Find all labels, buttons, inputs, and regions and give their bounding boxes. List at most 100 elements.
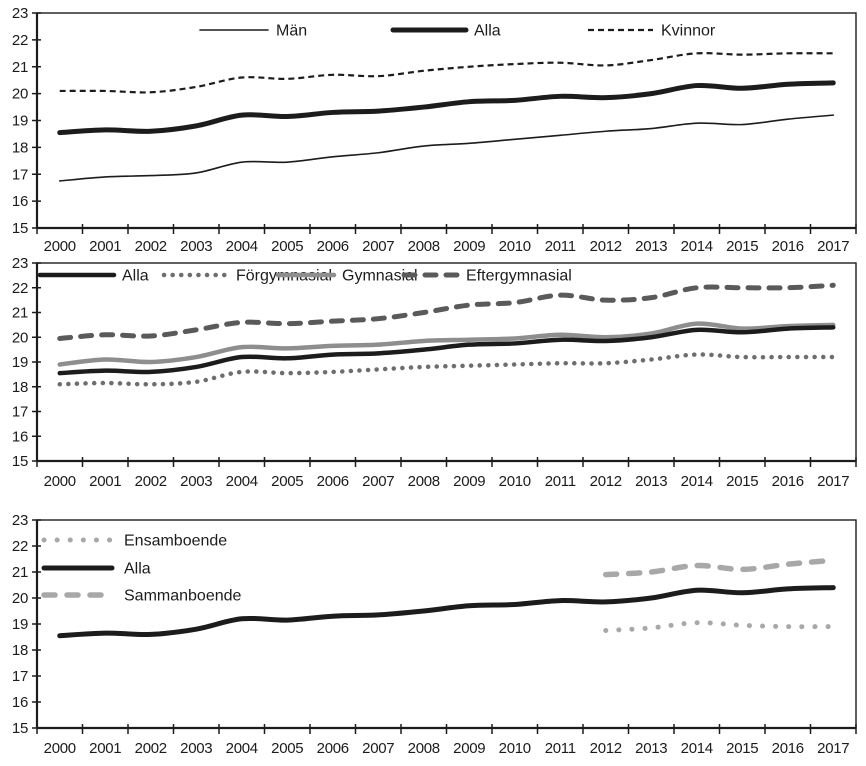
x-tick-label: 2013: [635, 238, 667, 255]
x-tick-label: 2014: [681, 238, 713, 255]
y-tick-label: 15: [12, 453, 28, 470]
x-tick-label: 2011: [545, 740, 576, 757]
x-tick-label: 2004: [226, 740, 258, 757]
x-tick-label: 2012: [590, 740, 622, 757]
x-tick-label: 2006: [317, 238, 349, 255]
y-tick-label: 18: [12, 379, 28, 396]
chart-by-sex-svg: 15 16 17 18 19 20 21 22 23 2000 2001 2002 2003 2004 20…: [12, 5, 857, 255]
x-tick-label: 2003: [180, 740, 212, 757]
x-tick-label: 2016: [772, 740, 804, 757]
legend-label-män: Män: [276, 23, 307, 40]
x-tick-label: 2011: [545, 473, 576, 490]
x-tick-label: 2006: [317, 740, 349, 757]
x-tick-label: 2005: [271, 740, 303, 757]
x-tick-label: 2000: [44, 238, 76, 255]
x-tick-label: 2010: [499, 238, 531, 255]
y-tick-label: 23: [12, 512, 28, 529]
legend-label-alla: Alla: [122, 268, 149, 285]
x-tick-label: 2015: [726, 473, 758, 490]
legend-label-alla: Alla: [124, 561, 151, 578]
legend-label-ensamboende: Ensamboende: [124, 533, 227, 550]
y-tick-label: 17: [12, 404, 28, 421]
x-tick-label: 2004: [226, 238, 258, 255]
plot-border: [36, 519, 857, 729]
y-tick-label: 21: [12, 305, 28, 322]
legend-label-sammanboende: Sammanboende: [124, 588, 242, 605]
x-tick-label: 2014: [681, 740, 713, 757]
x-tick-label: 2007: [362, 238, 394, 255]
y-tick-label: 22: [12, 32, 28, 49]
y-tick-label: 22: [12, 538, 28, 555]
x-tick-label: 2017: [817, 238, 849, 255]
x-tick-label: 2013: [635, 740, 667, 757]
x-tick-label: 2001: [89, 238, 121, 255]
chart-by-household-svg: 15 16 17 18 19 20 21 22 23 2000 2001 2002 2003 2004 20…: [12, 512, 857, 757]
x-tick-label: 2009: [453, 740, 485, 757]
x-tick-label: 2014: [681, 473, 713, 490]
y-tick-label: 16: [12, 694, 28, 711]
x-tick-label: 2002: [135, 740, 167, 757]
x-tick-label: 2016: [772, 238, 804, 255]
y-tick-label: 21: [12, 59, 28, 76]
x-tick-label: 2012: [590, 238, 622, 255]
x-tick-label: 2016: [772, 473, 804, 490]
chart-by-education: 15 16 17 18 19 20 21 22 23 2000 2001 2002 2003 2004 20…: [0, 256, 866, 506]
x-tick-label: 2006: [317, 473, 349, 490]
y-tick-label: 15: [12, 220, 28, 237]
y-tick-label: 23: [12, 5, 28, 22]
series-line-förgymnasial: [57, 352, 836, 387]
x-tick-label: 2003: [180, 473, 212, 490]
y-tick-label: 20: [12, 590, 28, 607]
series-line-kvinnor: [59, 52, 834, 94]
chart-by-sex: 15 16 17 18 19 20 21 22 23 2000 2001 2002 2003 2004 20…: [0, 0, 866, 256]
x-tick-label: 2003: [180, 238, 212, 255]
x-tick-label: 2000: [44, 473, 76, 490]
y-tick-label: 19: [12, 113, 28, 130]
x-tick-label: 2013: [635, 473, 667, 490]
series-line-sammanboende: [603, 557, 836, 578]
y-tick-label: 15: [12, 720, 28, 737]
series-line-alla: [57, 80, 836, 136]
y-tick-label: 22: [12, 280, 28, 297]
y-tick-label: 17: [12, 166, 28, 183]
y-tick-label: 23: [12, 256, 28, 272]
legend-label-kvinnor: Kvinnor: [661, 23, 716, 40]
chart-by-household: 15 16 17 18 19 20 21 22 23 2000 2001 2002 2003 2004 20…: [0, 506, 866, 766]
series-line-ensamboende: [603, 620, 836, 633]
y-tick-label: 19: [12, 616, 28, 633]
x-tick-label: 2012: [590, 473, 622, 490]
y-tick-label: 16: [12, 428, 28, 445]
x-tick-label: 2002: [135, 473, 167, 490]
y-tick-label: 20: [12, 329, 28, 346]
chart-by-education-svg: 15 16 17 18 19 20 21 22 23 2000 2001 2002 2003 2004 20…: [12, 256, 857, 490]
x-tick-label: 2001: [89, 740, 121, 757]
legend-label-gymnasial: Gymnasial: [342, 268, 418, 285]
x-tick-label: 2007: [362, 473, 394, 490]
x-tick-label: 2015: [726, 740, 758, 757]
legend-label-alla: Alla: [474, 23, 501, 40]
plot-border: [36, 12, 857, 229]
series-line-gymnasial: [57, 321, 836, 367]
x-tick-label: 2009: [453, 238, 485, 255]
x-tick-label: 2005: [271, 473, 303, 490]
x-tick-label: 2008: [408, 473, 440, 490]
series-line-alla: [57, 325, 836, 376]
x-tick-label: 2001: [89, 473, 121, 490]
x-tick-label: 2007: [362, 740, 394, 757]
y-tick-label: 19: [12, 354, 28, 371]
x-tick-label: 2008: [408, 740, 440, 757]
x-tick-label: 2011: [545, 238, 576, 255]
y-tick-label: 18: [12, 139, 28, 156]
y-tick-label: 18: [12, 642, 28, 659]
series-line-alla: [57, 585, 836, 639]
legend-label-eftergymnasial: Eftergymnasial: [466, 268, 572, 285]
x-tick-label: 2010: [499, 473, 531, 490]
x-tick-label: 2008: [408, 238, 440, 255]
x-tick-label: 2017: [817, 740, 849, 757]
series-line-män: [58, 114, 835, 182]
x-tick-label: 2002: [135, 238, 167, 255]
y-tick-label: 16: [12, 193, 28, 210]
x-tick-label: 2004: [226, 473, 258, 490]
series-line-eftergymnasial: [57, 282, 836, 341]
